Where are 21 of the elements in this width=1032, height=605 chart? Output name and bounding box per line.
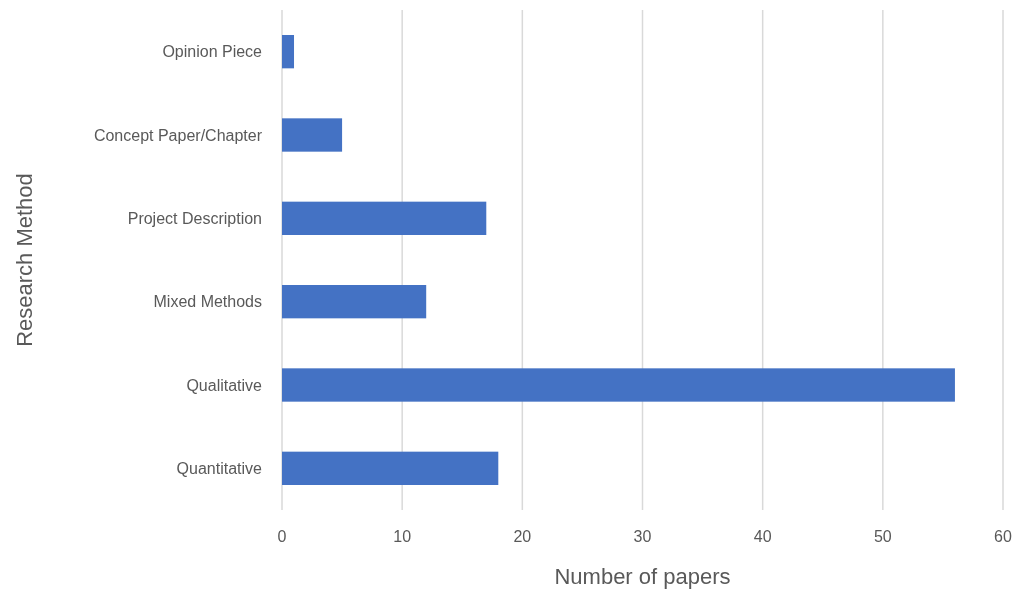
bar: [282, 35, 295, 69]
x-tick-label: 10: [393, 528, 412, 545]
x-tick-label: 30: [633, 528, 652, 545]
bar: [282, 201, 487, 235]
y-tick-label: Mixed Methods: [153, 293, 262, 311]
y-tick-label: Concept Paper/Chapter: [93, 126, 263, 144]
y-axis-title: Research Method: [12, 173, 37, 347]
x-tick-label: 40: [753, 528, 772, 545]
bar: [282, 285, 427, 319]
x-tick-label: 20: [513, 528, 532, 545]
y-tick-label: Qualitative: [186, 376, 263, 394]
x-axis-title: Number of papers: [554, 564, 731, 589]
bar: [282, 368, 955, 402]
y-tick-label: Project Description: [127, 209, 262, 227]
y-tick-label: Opinion Piece: [162, 43, 263, 61]
x-tick-label: 0: [277, 528, 287, 545]
bar: [282, 118, 343, 152]
y-tick-label: Quantitative: [176, 459, 263, 477]
x-tick-label: 50: [873, 528, 892, 545]
x-tick-label: 60: [994, 528, 1012, 545]
bar: [282, 451, 499, 485]
